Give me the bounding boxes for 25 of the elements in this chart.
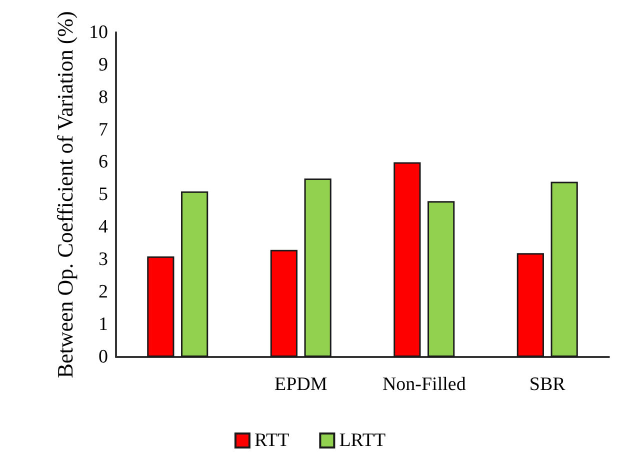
x-tick-label: EPDM: [274, 374, 328, 395]
bar: [394, 162, 421, 357]
bar: [428, 201, 455, 357]
bar: [147, 256, 174, 357]
y-tick-label: 3: [98, 249, 108, 270]
bar: [550, 182, 578, 357]
y-tick-label: 7: [98, 119, 108, 140]
x-tick-label: Non-Filled: [382, 374, 466, 395]
x-tick-label: SBR: [529, 374, 566, 395]
legend-label: RTT: [254, 430, 290, 451]
y-tick-label: 4: [98, 216, 108, 238]
bar: [270, 250, 298, 357]
y-tick-label: 10: [89, 22, 108, 43]
legend-label: LRTT: [339, 430, 386, 451]
y-tick-label: 9: [98, 54, 108, 76]
y-tick-label: 0: [98, 346, 108, 368]
y-tick-label: 6: [98, 152, 108, 173]
y-tick-label: 2: [98, 282, 108, 303]
y-axis-title: Between Op. Coefficient of Variation (%): [52, 11, 78, 378]
y-tick-label: 8: [98, 86, 108, 108]
bar: [181, 191, 208, 357]
y-tick-label: 5: [98, 184, 108, 206]
y-tick-label: 1: [98, 314, 108, 336]
bar: [304, 178, 332, 357]
bar: [516, 253, 544, 357]
